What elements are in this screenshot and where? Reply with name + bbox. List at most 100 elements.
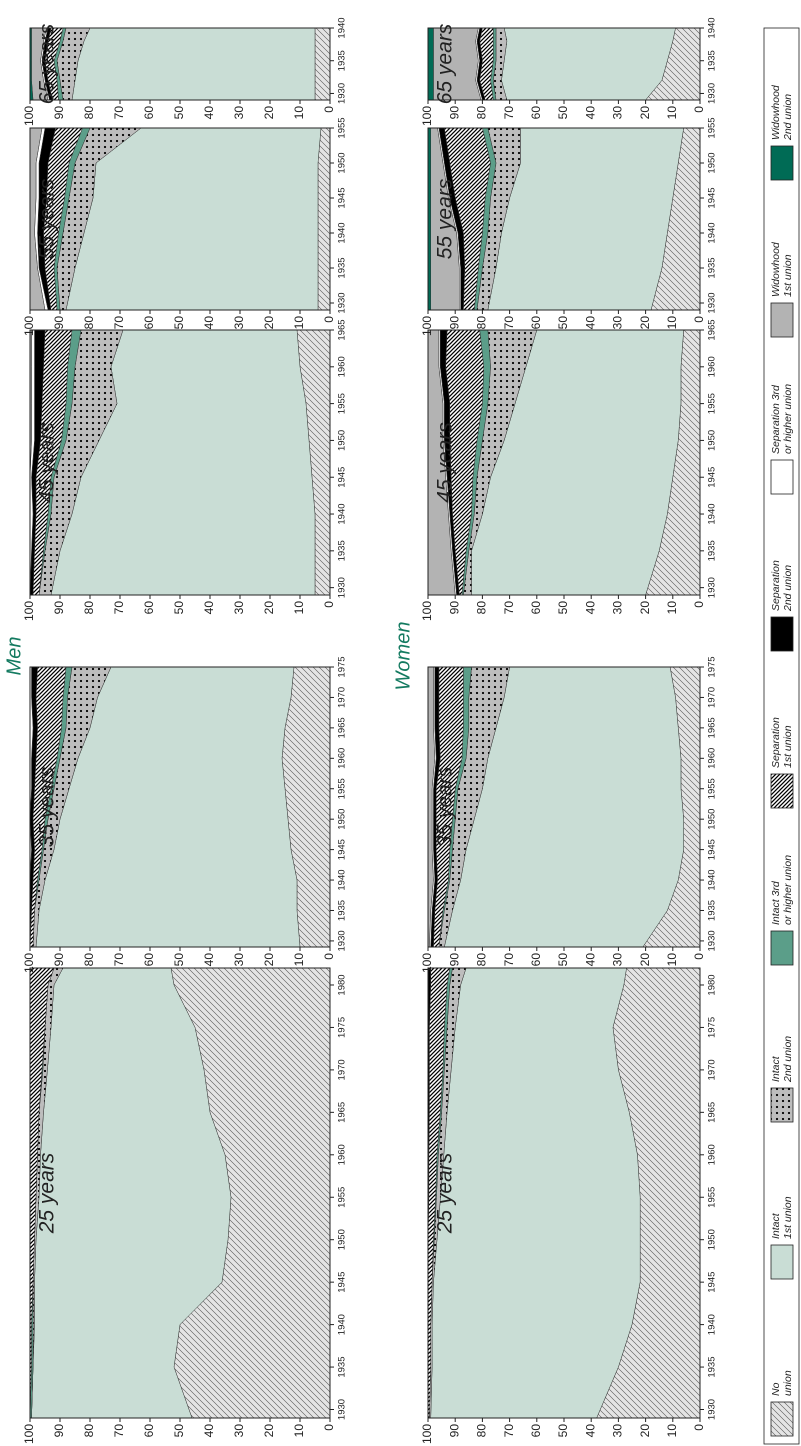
x-tick-label: 1945: [337, 839, 348, 860]
legend-swatch: [770, 145, 794, 181]
x-tick-label: 1975: [707, 1017, 718, 1038]
y-tick-label: 20: [638, 1424, 652, 1438]
x-tick-label: 1935: [707, 257, 718, 278]
x-tick-label: 1950: [707, 809, 718, 830]
y-tick-label: 70: [112, 953, 126, 967]
y-tick-label: 90: [52, 316, 66, 330]
y-tick-label: 70: [112, 106, 126, 120]
x-tick-label: 1960: [337, 356, 348, 377]
y-tick-label: 80: [82, 1424, 96, 1438]
y-tick-label: 80: [475, 1424, 489, 1438]
y-tick-label: 70: [502, 953, 516, 967]
y-tick-label: 0: [322, 601, 336, 608]
y-tick-label: 30: [232, 106, 246, 120]
y-tick-label: 60: [529, 953, 543, 967]
x-tick-label: 1960: [707, 356, 718, 377]
x-tick-label: 1965: [707, 717, 718, 738]
legend-label: Widowhood: [770, 84, 782, 140]
y-tick-label: 90: [52, 106, 66, 120]
legend-label: or higher union: [782, 384, 794, 454]
x-tick-label: 1945: [707, 187, 718, 208]
y-tick-label: 30: [232, 953, 246, 967]
y-tick-label: 50: [556, 1424, 570, 1438]
x-tick-label: 1955: [337, 393, 348, 414]
y-tick-label: 10: [665, 601, 679, 615]
x-tick-label: 1955: [707, 778, 718, 799]
legend-label: or higher union: [782, 855, 794, 925]
x-tick-label: 1965: [337, 1102, 348, 1123]
y-tick-label: 70: [502, 601, 516, 615]
y-tick-label: 50: [172, 316, 186, 330]
y-tick-label: 0: [322, 1424, 336, 1431]
y-tick-label: 100: [420, 316, 434, 336]
x-tick-label: 1970: [707, 687, 718, 708]
stacked-area: [317, 127, 331, 311]
x-tick-label: 1935: [707, 540, 718, 561]
y-tick-label: 30: [232, 601, 246, 615]
y-tick-label: 50: [556, 953, 570, 967]
y-tick-label: 30: [232, 316, 246, 330]
legend-swatch: [770, 302, 794, 338]
x-tick-label: 1930: [707, 1399, 718, 1420]
x-tick-label: 1930: [337, 930, 348, 951]
y-tick-label: 30: [611, 1424, 625, 1438]
legend-label: Intact 3rd: [770, 880, 782, 925]
x-tick-label: 1955: [337, 1187, 348, 1208]
y-tick-label: 20: [638, 106, 652, 120]
y-tick-label: 50: [172, 953, 186, 967]
y-tick-label: 20: [262, 106, 276, 120]
y-tick-label: 10: [292, 106, 306, 120]
y-tick-label: 90: [52, 1424, 66, 1438]
y-tick-label: 0: [322, 316, 336, 323]
x-tick-label: 1930: [707, 83, 718, 104]
y-tick-label: 0: [692, 601, 706, 608]
y-tick-label: 70: [112, 316, 126, 330]
legend-swatch: [770, 1401, 794, 1437]
y-tick-label: 100: [22, 106, 36, 126]
y-tick-label: 30: [232, 1424, 246, 1438]
x-tick-label: 1970: [337, 687, 348, 708]
y-tick-label: 100: [22, 316, 36, 336]
y-tick-label: 60: [142, 953, 156, 967]
x-tick-label: 1940: [337, 17, 348, 38]
panel-title: 45 years: [36, 422, 59, 503]
x-tick-label: 1945: [707, 467, 718, 488]
x-tick-label: 1960: [337, 748, 348, 769]
x-tick-label: 1930: [337, 1399, 348, 1420]
x-tick-label: 1935: [337, 1356, 348, 1377]
y-tick-label: 10: [665, 1424, 679, 1438]
x-tick-label: 1940: [707, 869, 718, 890]
y-tick-label: 70: [502, 316, 516, 330]
y-tick-label: 30: [611, 316, 625, 330]
y-tick-label: 90: [52, 953, 66, 967]
y-tick-label: 100: [420, 601, 434, 621]
x-tick-label: 1955: [707, 117, 718, 138]
legend-label: 2nd union: [782, 565, 794, 612]
y-tick-label: 30: [611, 953, 625, 967]
y-tick-label: 10: [292, 601, 306, 615]
legend-label: Separation: [770, 560, 782, 611]
y-tick-label: 80: [82, 316, 96, 330]
y-tick-label: 30: [611, 601, 625, 615]
panel-title: 25 years: [36, 1152, 59, 1234]
x-tick-label: 1940: [707, 222, 718, 243]
legend-label: 1st union: [782, 254, 794, 297]
x-tick-label: 1960: [337, 1144, 348, 1165]
panel-title: 25 years: [434, 1152, 457, 1234]
panel-title: 65 years: [434, 23, 457, 104]
y-tick-label: 80: [82, 106, 96, 120]
x-tick-label: 1980: [337, 974, 348, 995]
x-tick-label: 1930: [707, 930, 718, 951]
y-tick-label: 60: [142, 316, 156, 330]
panel-title: 55 years: [434, 178, 457, 259]
legend-label: Separation 3rd: [770, 384, 782, 454]
x-tick-label: 1945: [337, 187, 348, 208]
x-tick-label: 1945: [707, 1272, 718, 1293]
legend-label: 1st union: [782, 725, 794, 768]
y-tick-label: 40: [202, 316, 216, 330]
y-tick-label: 30: [611, 106, 625, 120]
x-tick-label: 1930: [337, 83, 348, 104]
y-tick-label: 50: [172, 1424, 186, 1438]
y-tick-label: 100: [420, 953, 434, 973]
